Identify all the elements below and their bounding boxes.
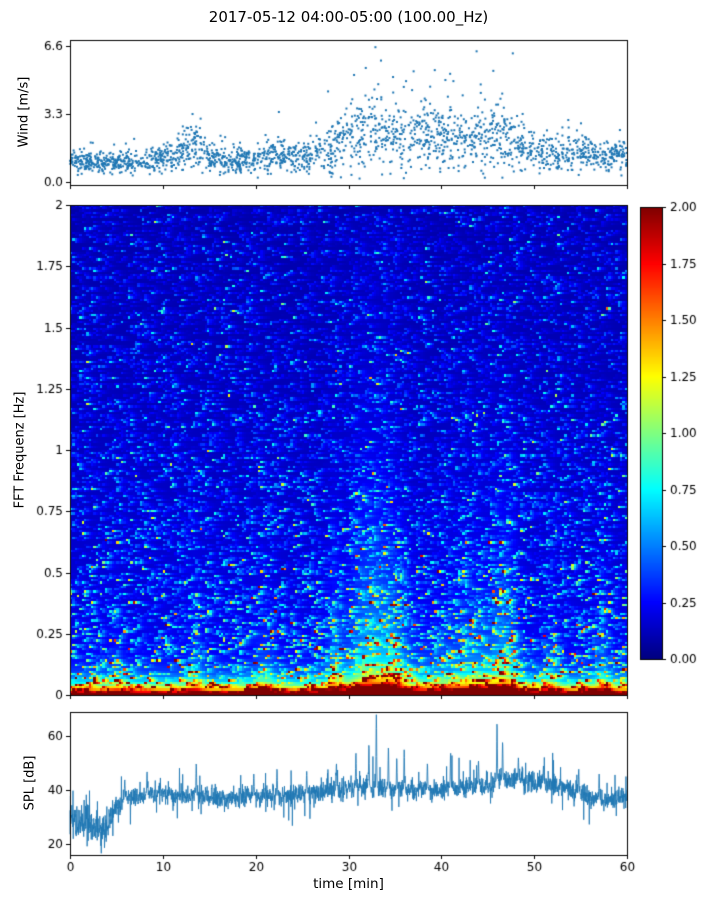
figure-title: 2017-05-12 04:00-05:00 (100.00_Hz)	[208, 8, 489, 26]
spectrogram-y-axis-label: FFT Frequenz [Hz]	[12, 391, 28, 509]
x-axis-label: time [min]	[313, 876, 384, 892]
spl-y-axis-label: SPL [dB]	[22, 755, 38, 811]
wind-y-axis-label: Wind [m/s]	[16, 76, 32, 148]
